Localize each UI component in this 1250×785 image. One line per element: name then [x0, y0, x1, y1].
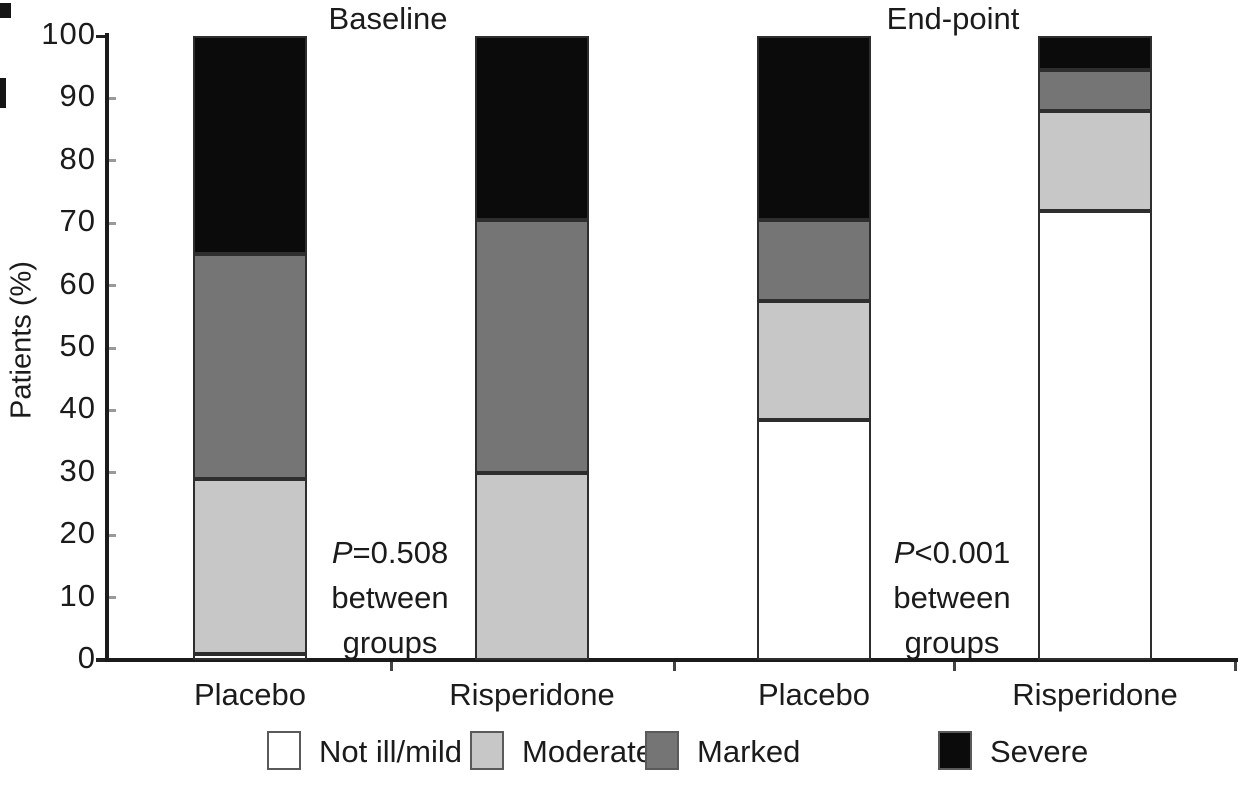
bar-segment-severe [1038, 36, 1152, 71]
y-tick [96, 34, 105, 38]
legend-swatch-moderate [470, 731, 504, 770]
bar-segment-marked [193, 254, 307, 480]
p-value-annotation-baseline: P=0.508 between groups [331, 530, 448, 665]
scan-artifact [0, 3, 11, 18]
legend-swatch-marked [645, 731, 679, 770]
bar-segment-not-ill-mild [193, 653, 307, 660]
p-value: <0.001 [914, 535, 1011, 570]
p-symbol: P [331, 535, 353, 570]
y-tick-label: 70 [59, 203, 96, 239]
x-category-label-risperidone: Risperidone [1012, 677, 1178, 712]
y-tick-label: 10 [59, 577, 96, 613]
scan-artifact [0, 78, 6, 108]
bar-segment-severe [475, 36, 589, 221]
y-tick [109, 533, 116, 537]
x-category-label-risperidone: Risperidone [449, 677, 615, 712]
bar-segment-moderate [757, 301, 871, 420]
x-axis [96, 658, 1238, 662]
p-annotation-word: groups [904, 625, 1000, 660]
bar-segment-severe [193, 36, 307, 255]
p-value-annotation-endpoint: P<0.001 between groups [893, 530, 1010, 665]
y-tick [109, 221, 116, 225]
bar-segment-severe [757, 36, 871, 221]
y-tick [109, 284, 116, 288]
bar-segment-marked [475, 220, 589, 473]
bar-segment-not-ill-mild [1038, 210, 1152, 660]
y-tick [109, 159, 116, 163]
y-tick-label: 100 [41, 16, 96, 51]
x-tick [1234, 662, 1237, 671]
p-symbol: P [893, 535, 915, 570]
y-tick [109, 96, 116, 100]
y-axis [105, 33, 109, 662]
y-tick-label: 30 [59, 452, 96, 488]
legend-swatch-not-ill-mild [267, 731, 301, 770]
x-tick [673, 662, 676, 671]
legend-label-not-ill-mild: Not ill/mild [319, 734, 462, 769]
y-tick-label: 80 [59, 140, 96, 176]
p-annotation-word: between [331, 580, 449, 615]
x-tick [953, 662, 956, 671]
y-tick-label: 60 [59, 265, 96, 301]
bar-segment-moderate [193, 479, 307, 654]
legend-swatch-severe [938, 731, 972, 770]
bar-segment-moderate [475, 472, 589, 660]
bar-segment-not-ill-mild [757, 419, 871, 660]
y-tick [109, 471, 116, 475]
bar-segment-marked [1038, 70, 1152, 111]
bar-segment-marked [757, 220, 871, 302]
legend-label-marked: Marked [697, 734, 801, 769]
p-value: =0.508 [352, 535, 449, 570]
y-tick [109, 346, 116, 350]
y-tick-label: 40 [59, 390, 96, 426]
y-tick [109, 408, 116, 412]
y-tick [96, 658, 105, 662]
legend-label-severe: Severe [990, 734, 1089, 769]
y-tick-label: 50 [59, 328, 96, 363]
x-category-label-placebo: Placebo [193, 677, 307, 712]
x-category-label-placebo: Placebo [757, 677, 871, 712]
y-tick-label: 0 [77, 640, 96, 675]
group-title-endpoint: End-point [886, 1, 1020, 36]
p-value-line: P<0.001 [893, 530, 1010, 575]
legend-label-moderate: Moderate [522, 734, 653, 769]
p-value-line: P=0.508 [331, 530, 448, 575]
p-annotation-word: between [893, 580, 1011, 615]
y-tick-label: 90 [59, 78, 96, 114]
y-tick [109, 596, 116, 600]
p-annotation-word: groups [342, 625, 438, 660]
group-title-baseline: Baseline [328, 1, 448, 36]
y-tick-label: 20 [59, 515, 96, 551]
bar-segment-moderate [1038, 110, 1152, 211]
x-tick [390, 662, 393, 671]
